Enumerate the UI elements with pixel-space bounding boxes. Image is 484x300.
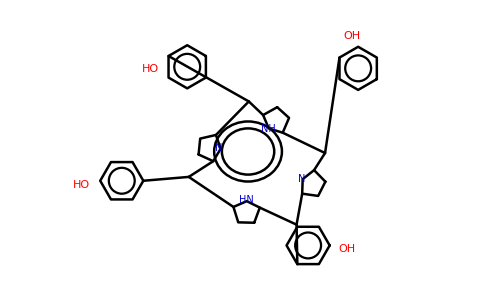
Text: N: N xyxy=(215,143,223,153)
Text: HO: HO xyxy=(142,64,159,74)
Text: OH: OH xyxy=(344,31,361,41)
Text: OH: OH xyxy=(338,244,355,254)
Text: HO: HO xyxy=(73,180,91,190)
Text: HN: HN xyxy=(240,195,254,205)
Text: N: N xyxy=(298,174,305,184)
Text: NH: NH xyxy=(261,124,275,134)
